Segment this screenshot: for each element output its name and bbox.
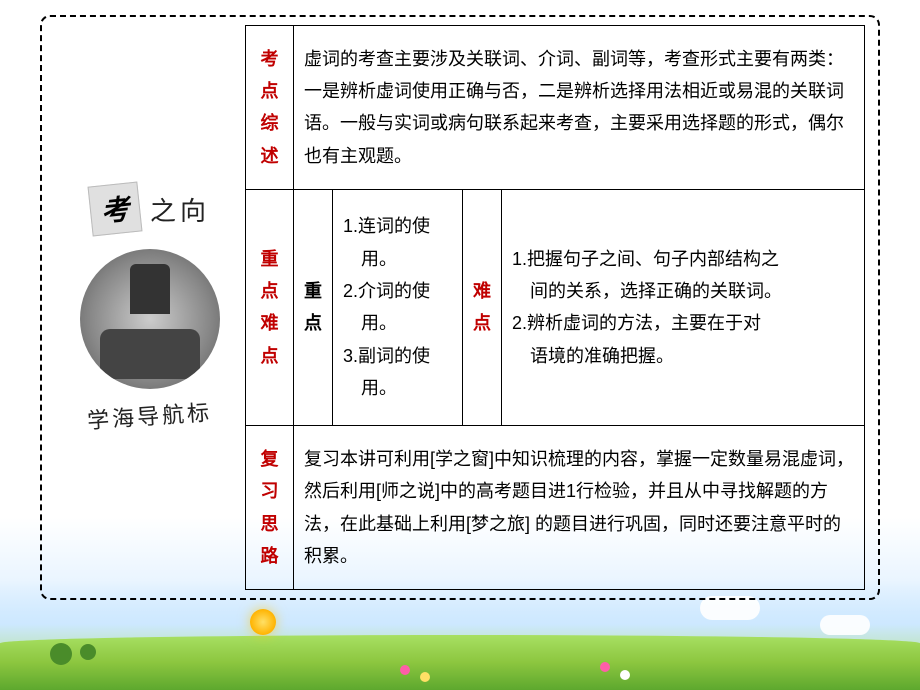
- flower-icon: [600, 662, 610, 672]
- table-row: 重点 难点 重点 1.连词的使 用。 2.介词的使 用。 3.副词的使 用。 难…: [246, 189, 865, 425]
- cloud-icon: [820, 615, 870, 635]
- sun-icon: [250, 609, 276, 635]
- flower-icon: [620, 670, 630, 680]
- row3-label: 复习 思路: [246, 426, 294, 590]
- nandian-label: 难点: [463, 189, 502, 425]
- row1-content: 虚词的考查主要涉及关联词、介词、副词等，考查形式主要有两类：一是辨析虚词使用正确…: [294, 26, 865, 190]
- zhixiang-text: 之向: [150, 191, 210, 228]
- banner-text: 学海导航标: [87, 395, 214, 436]
- table-row: 考点 综述 虚词的考查主要涉及关联词、介词、副词等，考查形式主要有两类：一是辨析…: [246, 26, 865, 190]
- zhongdian-content: 1.连词的使 用。 2.介词的使 用。 3.副词的使 用。: [333, 189, 463, 425]
- content-wrapper: 考 之向 学海导航标 考点 综述 虚词的考查主要涉及关联词、介词、副词等，考查形…: [55, 25, 865, 590]
- kao-char: 考: [88, 182, 143, 237]
- side-panel: 考 之向 学海导航标: [55, 25, 245, 590]
- flower-icon: [400, 665, 410, 675]
- row3-content: 复习本讲可利用[学之窗]中知识梳理的内容，掌握一定数量易混虚词，然后利用[师之说…: [294, 426, 865, 590]
- classroom-photo: [80, 249, 220, 389]
- tree-icon: [80, 644, 96, 660]
- row1-label: 考点 综述: [246, 26, 294, 190]
- tree-icon: [50, 643, 72, 665]
- table-row: 复习 思路 复习本讲可利用[学之窗]中知识梳理的内容，掌握一定数量易混虚词，然后…: [246, 426, 865, 590]
- grass: [0, 635, 920, 690]
- kao-title: 考 之向: [90, 184, 210, 234]
- zhongdian-label: 重点: [294, 189, 333, 425]
- row2-label: 重点 难点: [246, 189, 294, 425]
- flower-icon: [420, 672, 430, 682]
- nandian-content: 1.把握句子之间、句子内部结构之 间的关系，选择正确的关联词。 2.辨析虚词的方…: [502, 189, 865, 425]
- study-table: 考点 综述 虚词的考查主要涉及关联词、介词、副词等，考查形式主要有两类：一是辨析…: [245, 25, 865, 590]
